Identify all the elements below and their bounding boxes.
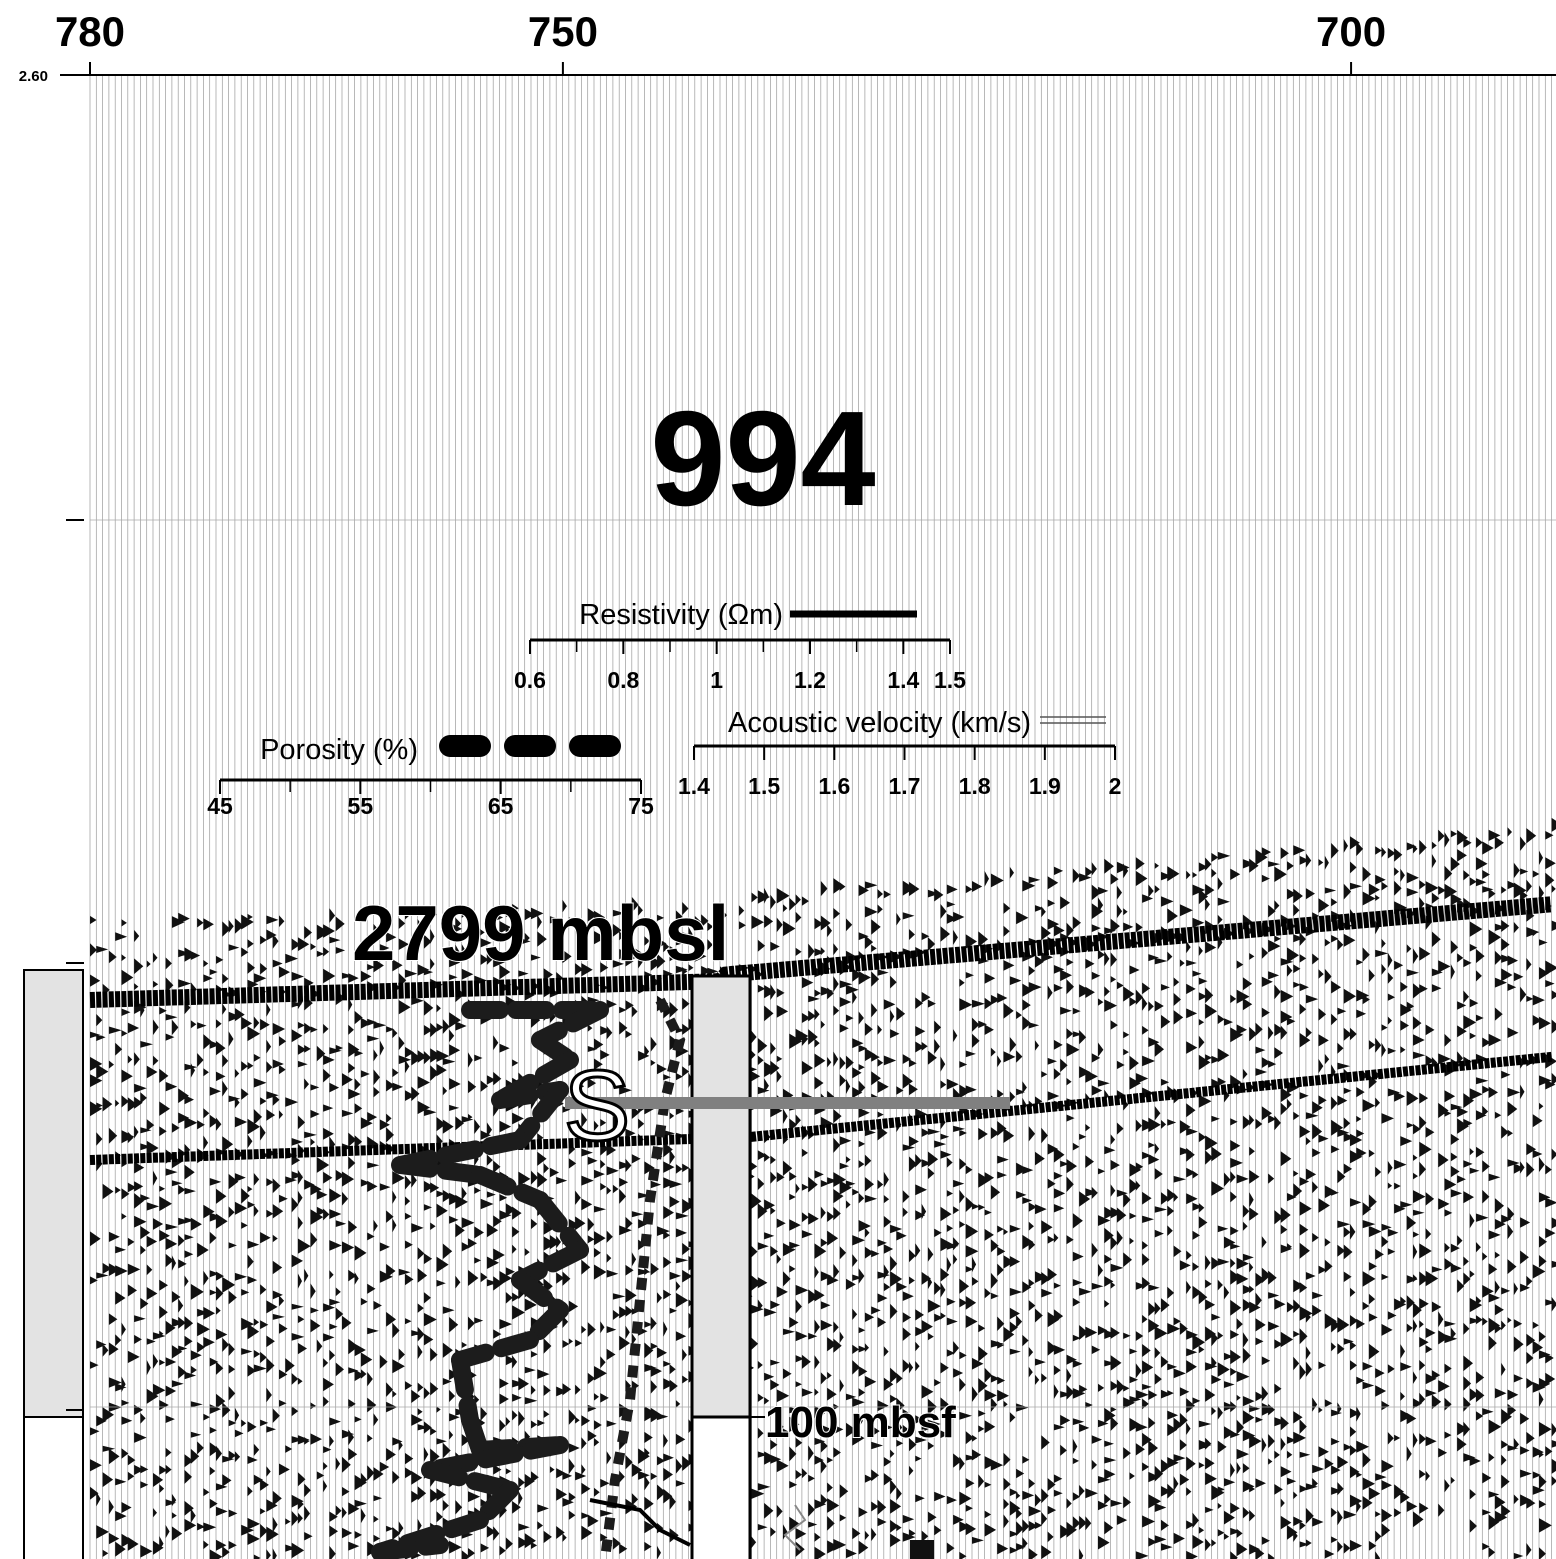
seismic-figure: S 994 2799 mbsl 100 mbsf 780 750 700 2.60 Resist…	[0, 0, 1556, 1559]
tick-label: 1	[710, 667, 723, 693]
column-base	[24, 1417, 83, 1559]
tick-label: 1.4	[678, 773, 710, 799]
tick-label: 55	[348, 793, 374, 819]
tick-label: 0.6	[514, 667, 546, 693]
reflector-label: S	[564, 1050, 631, 1162]
tick-label: 1.4	[887, 667, 919, 693]
porosity-log	[430, 1470, 510, 1490]
tick-label: 750	[528, 8, 598, 55]
depth-label: 2799 mbsl	[352, 889, 729, 977]
porosity-log	[460, 1360, 470, 1420]
core-column	[692, 976, 750, 1417]
tick-label: 1.5	[748, 773, 780, 799]
marker	[910, 1540, 934, 1559]
base-label: 100 mbsf	[765, 1398, 956, 1447]
scale-title: Resistivity (Ωm)	[579, 599, 783, 631]
tick-label: 1.6	[818, 773, 850, 799]
tick-label: 700	[1316, 8, 1386, 55]
tick-label: 65	[488, 793, 514, 819]
tick-label: 1.5	[934, 667, 966, 693]
scale-title: Acoustic velocity (km/s)	[728, 707, 1031, 739]
tick-label: 1.7	[889, 773, 921, 799]
seismic-section	[90, 75, 1556, 1559]
porosity-log	[400, 1165, 480, 1175]
tick-label: 1.2	[794, 667, 826, 693]
tick-label: 75	[628, 793, 654, 819]
site-label: 994	[650, 383, 875, 534]
tick-label: 45	[207, 793, 233, 819]
scale-title: Porosity (%)	[260, 734, 418, 766]
column-base	[692, 1417, 750, 1559]
tick-label: 2.60	[19, 68, 48, 85]
porosity-log	[380, 1545, 440, 1552]
tick-label: 2	[1109, 773, 1122, 799]
traces	[90, 75, 1552, 1559]
tick-label: 1.8	[959, 773, 991, 799]
porosity-log	[460, 1340, 530, 1360]
tick-label: 0.8	[607, 667, 639, 693]
lithology-column	[24, 970, 83, 1417]
tick-label: 780	[55, 8, 125, 55]
tick-label: 1.9	[1029, 773, 1061, 799]
